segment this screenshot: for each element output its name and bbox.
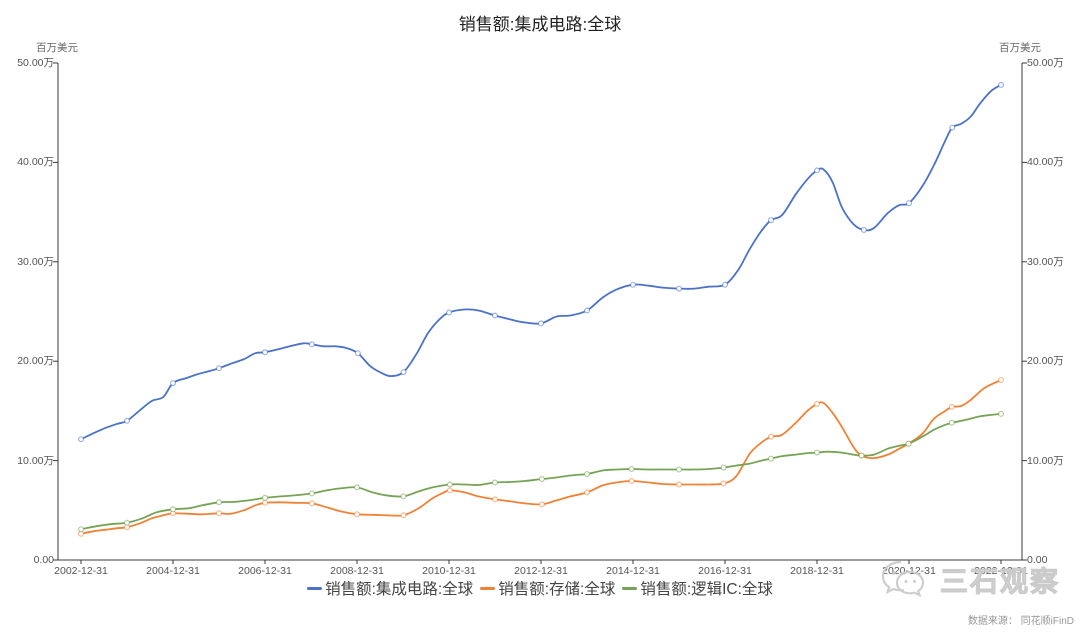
series-marker-ic <box>721 281 728 288</box>
y-tick-label-left: 0.00 <box>33 554 54 566</box>
series-marker-ic <box>354 350 361 357</box>
series-marker-ic <box>813 167 820 174</box>
y-tick-label-left: 20.00万 <box>17 355 54 368</box>
legend-label: 销售额:存储:全球 <box>498 581 616 598</box>
series-marker-logic <box>628 466 635 473</box>
series-marker-ic <box>216 365 223 372</box>
plot-area <box>53 62 1027 564</box>
legend-item-logic[interactable]: 销售额:逻辑IC:全球 <box>622 577 773 599</box>
series-marker-ic <box>400 369 407 376</box>
y-axis-name-left: 百万美元 <box>36 42 78 54</box>
y-tick-label-right: 40.00万 <box>1027 156 1064 169</box>
series-marker-ic <box>537 320 544 327</box>
series-marker-memory <box>492 496 499 503</box>
series-marker-ic <box>675 285 682 292</box>
x-tick-label: 2016-12-31 <box>698 565 752 577</box>
series-marker-logic <box>123 519 130 526</box>
series-marker-logic <box>720 464 727 471</box>
series-marker-logic <box>400 493 407 500</box>
y-tick-label-right: 10.00万 <box>1027 454 1064 467</box>
series-marker-logic <box>308 490 315 497</box>
x-tick-label: 2004-12-31 <box>146 565 200 577</box>
legend: 销售额:集成电路:全球 销售额:存储:全球 销售额:逻辑IC:全球 <box>0 577 1080 599</box>
series-marker-memory <box>400 512 407 519</box>
series-marker-logic <box>354 484 361 491</box>
series-marker-logic <box>905 440 912 447</box>
y-tick-label-left: 30.00万 <box>17 255 54 268</box>
series-marker-memory <box>813 400 820 407</box>
series-marker-logic <box>858 452 865 459</box>
series-marker-logic <box>492 479 499 486</box>
series-line-ic <box>80 84 1002 441</box>
series-marker-logic <box>948 419 955 426</box>
legend-label: 销售额:逻辑IC:全球 <box>640 581 773 598</box>
y-tick-label-right: 30.00万 <box>1027 255 1064 268</box>
series-marker-logic <box>262 494 269 501</box>
series-marker-memory <box>675 481 682 488</box>
series-marker-logic <box>767 455 774 462</box>
y-tick-label-right: 0.00 <box>1027 554 1048 566</box>
legend-item-ic[interactable]: 销售额:集成电路:全球 <box>307 577 473 599</box>
series-marker-logic <box>583 471 590 478</box>
x-tick-label: 2008-12-31 <box>330 565 384 577</box>
x-tick-label: 2010-12-31 <box>422 565 476 577</box>
series-marker-logic <box>538 476 545 483</box>
series-marker-memory <box>446 487 453 494</box>
series-marker-ic <box>77 436 84 443</box>
y-tick-label-left: 10.00万 <box>17 454 54 467</box>
legend-label: 销售额:集成电路:全球 <box>325 581 474 598</box>
series-marker-logic <box>446 481 453 488</box>
y-tick-label-left: 50.00万 <box>17 57 54 69</box>
y-axis-name-right: 百万美元 <box>999 42 1041 54</box>
series-marker-ic <box>949 124 956 131</box>
series-marker-ic <box>492 312 499 319</box>
legend-item-memory[interactable]: 销售额:存储:全球 <box>480 577 615 599</box>
legend-dash-icon <box>480 586 496 590</box>
x-tick-label: 2006-12-31 <box>238 565 292 577</box>
series-marker-logic <box>77 526 84 533</box>
series-marker-logic <box>675 466 682 473</box>
series-marker-memory <box>216 510 223 517</box>
series-marker-logic <box>170 506 177 513</box>
series-marker-ic <box>446 309 453 316</box>
legend-dash-icon <box>622 586 638 590</box>
series-marker-logic <box>997 410 1004 417</box>
y-tick-label-right: 50.00万 <box>1027 57 1064 69</box>
chart-title: 销售额:集成电路:全球 <box>458 15 622 34</box>
series-marker-ic <box>262 349 269 356</box>
series-marker-ic <box>997 81 1004 88</box>
series-marker-ic <box>583 307 590 314</box>
series-marker-ic <box>308 341 315 348</box>
series-marker-ic <box>170 380 177 387</box>
y-tick-label-left: 40.00万 <box>17 156 54 169</box>
series-marker-ic <box>629 281 636 288</box>
x-tick-label: 2012-12-31 <box>514 565 568 577</box>
series-marker-memory <box>538 501 545 508</box>
x-tick-label: 2018-12-31 <box>790 565 844 577</box>
x-tick-label: 2020-12-31 <box>882 565 936 577</box>
series-marker-memory <box>583 489 590 496</box>
series-marker-memory <box>767 433 774 440</box>
series-marker-logic <box>216 499 223 506</box>
series-marker-ic <box>860 227 867 234</box>
series-marker-memory <box>948 403 955 410</box>
x-tick-label: 2022-12-31 <box>974 565 1028 577</box>
series-marker-ic <box>123 417 130 424</box>
legend-dash-icon <box>307 586 323 590</box>
series-marker-ic <box>767 217 774 224</box>
data-source: 数据来源： 同花顺iFinD <box>967 616 1074 627</box>
series-marker-memory <box>720 480 727 487</box>
series-marker-memory <box>262 499 269 506</box>
series-marker-memory <box>308 500 315 507</box>
series-marker-logic <box>813 449 820 456</box>
axis-lines <box>57 63 1023 561</box>
y-tick-label-right: 20.00万 <box>1027 355 1064 368</box>
series-marker-ic <box>905 200 912 207</box>
series-marker-memory <box>628 478 635 485</box>
x-tick-label: 2014-12-31 <box>606 565 660 577</box>
series-marker-memory <box>354 511 361 518</box>
x-tick-label: 2002-12-31 <box>54 565 108 577</box>
series-marker-memory <box>997 377 1004 384</box>
